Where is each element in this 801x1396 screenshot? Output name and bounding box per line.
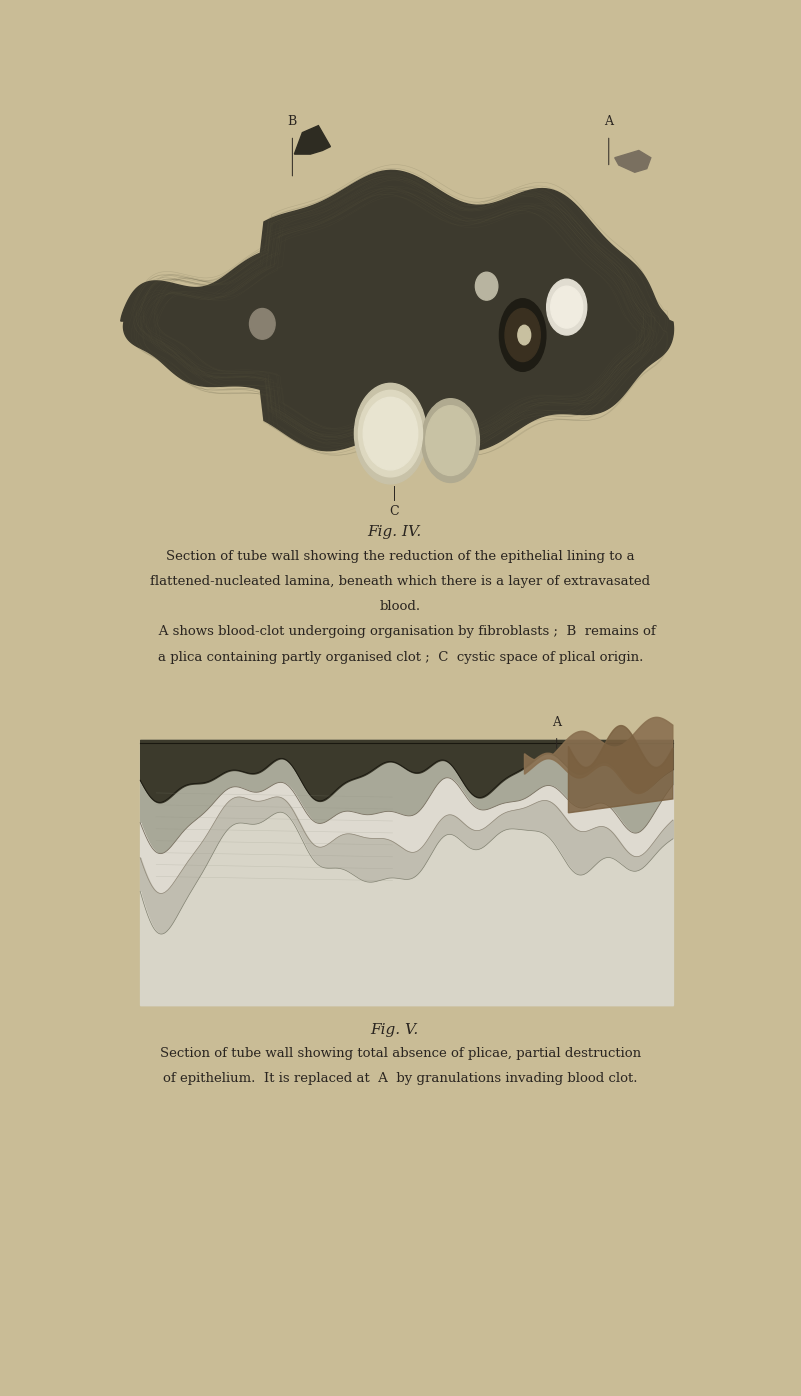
Text: Section of tube wall showing total absence of plicae, partial destruction: Section of tube wall showing total absen… [160, 1047, 641, 1060]
Ellipse shape [354, 384, 427, 484]
Text: A: A [604, 116, 614, 128]
Ellipse shape [517, 325, 531, 345]
Ellipse shape [505, 309, 540, 362]
Ellipse shape [421, 399, 479, 483]
Polygon shape [615, 151, 650, 172]
Text: A: A [552, 716, 562, 729]
Text: Section of tube wall showing the reduction of the epithelial lining to a: Section of tube wall showing the reducti… [166, 550, 635, 563]
Polygon shape [569, 726, 673, 812]
Text: of epithelium.  It is replaced at  A  by granulations invading blood clot.: of epithelium. It is replaced at A by gr… [163, 1072, 638, 1085]
Text: flattened-nucleated lamina, beneath which there is a layer of extravasated: flattened-nucleated lamina, beneath whic… [151, 575, 650, 588]
Ellipse shape [364, 398, 418, 470]
Polygon shape [525, 718, 673, 793]
Polygon shape [140, 740, 673, 1005]
Polygon shape [295, 126, 330, 154]
Ellipse shape [500, 299, 546, 371]
Text: A shows blood-clot undergoing organisation by fibroblasts ;  B  remains of: A shows blood-clot undergoing organisati… [146, 625, 655, 638]
Polygon shape [121, 170, 674, 451]
Text: C: C [389, 505, 399, 518]
Text: Fig. V.: Fig. V. [370, 1023, 418, 1037]
Text: B: B [288, 116, 297, 128]
Text: blood.: blood. [380, 600, 421, 613]
Text: Fig. IV.: Fig. IV. [367, 525, 421, 539]
Ellipse shape [426, 406, 476, 476]
Ellipse shape [249, 309, 276, 339]
Ellipse shape [476, 272, 498, 300]
Ellipse shape [359, 391, 423, 477]
Text: a plica containing partly organised clot ;  C  cystic space of plical origin.: a plica containing partly organised clot… [158, 651, 643, 663]
Ellipse shape [546, 279, 586, 335]
Ellipse shape [551, 286, 582, 328]
